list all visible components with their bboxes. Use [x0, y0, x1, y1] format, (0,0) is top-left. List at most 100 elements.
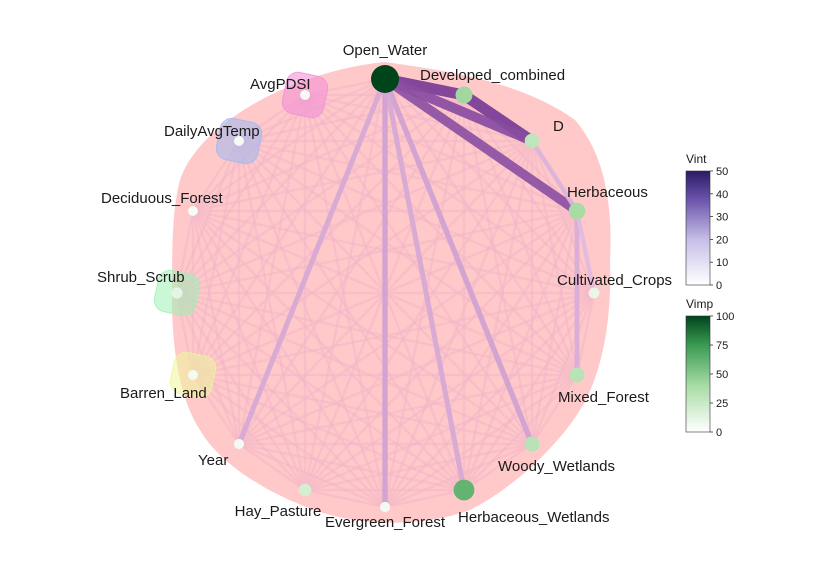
node-mixed-forest	[569, 367, 585, 383]
node-deciduous-forest	[188, 206, 198, 216]
background-edge	[304, 442, 533, 492]
legend-tick-label: 100	[716, 311, 734, 323]
background-edge	[237, 94, 466, 445]
edge-open-water-woody-wetlands	[382, 77, 535, 446]
background-edge	[303, 140, 534, 491]
node-avgpdsi	[300, 90, 310, 100]
legend-colorbar-vint	[685, 170, 711, 286]
node-label-mixed-forest: Mixed_Forest	[558, 389, 650, 406]
legend-tick-label: 0	[716, 280, 722, 292]
node-label-dailyavgtemp: DailyAvgTemp	[164, 123, 260, 140]
legend-tick-label: 40	[716, 189, 728, 201]
node-shrub-scrub	[171, 287, 183, 299]
background-edge	[191, 210, 307, 491]
edge-d-herbaceous	[530, 139, 579, 213]
background-edge	[303, 94, 387, 508]
background-edge	[176, 291, 465, 492]
background-edge	[192, 373, 386, 509]
node-label-woody-wetlands: Woody_Wetlands	[498, 458, 615, 475]
background-edge	[237, 140, 307, 491]
background-edge	[191, 210, 387, 508]
node-label-d: D	[553, 118, 564, 135]
legend-tick-label: 25	[716, 398, 728, 410]
nodes	[171, 65, 600, 513]
node-herbaceous-wetlands	[453, 479, 475, 501]
background-edge	[237, 140, 466, 491]
background-edge	[238, 442, 306, 492]
background-edge	[175, 140, 241, 294]
node-cultivated-crops	[588, 287, 600, 299]
background-edge	[192, 139, 533, 377]
background-edge	[238, 139, 595, 295]
node-label-barren-land: Barren_Land	[120, 385, 207, 402]
node-developed-combined	[455, 86, 473, 104]
background-edge	[176, 209, 578, 295]
legend-tick-label: 50	[716, 166, 728, 178]
background-edge	[303, 94, 534, 445]
node-label-evergreen-forest: Evergreen_Forest	[325, 514, 446, 531]
background-edge	[304, 93, 533, 143]
legend-tick-label: 75	[716, 340, 728, 352]
background-edge	[192, 374, 306, 491]
background-edge	[238, 139, 578, 377]
node-hay-pasture	[298, 483, 312, 497]
node-label-developed-combined: Developed_combined	[420, 67, 565, 84]
background-edge	[384, 488, 465, 509]
background-edge	[176, 291, 578, 377]
node-label-deciduous-forest: Deciduous_Forest	[101, 190, 224, 207]
node-woody-wetlands	[524, 436, 540, 452]
edge-open-water-herbaceous	[382, 75, 580, 215]
background-edge	[383, 94, 466, 508]
legend-tick-label: 20	[716, 234, 728, 246]
background-edge	[192, 209, 533, 446]
background-edge	[303, 78, 387, 491]
background-edge	[191, 140, 241, 376]
legend-title-vimp: Vimp	[686, 297, 713, 311]
background-edge	[238, 442, 465, 492]
edge-herbaceous-cultivated-crops	[574, 210, 597, 294]
node-dailyavgtemp	[234, 136, 244, 146]
node-labels: Open_Water Developed_combined D Herbaceous C…	[97, 42, 672, 531]
background-edge	[530, 210, 579, 445]
background-edge	[463, 442, 533, 492]
node-label-cultivated-crops: Cultivated_Crops	[557, 272, 672, 289]
legend-tick-label: 50	[716, 369, 728, 381]
node-label-shrub-scrub: Shrub_Scrub	[97, 269, 185, 286]
background-edge	[304, 93, 578, 213]
background-edge	[175, 292, 307, 491]
node-label-avgpdsi: AvgPDSI	[250, 76, 311, 93]
node-herbaceous	[568, 202, 586, 220]
edge-open-water-herbaceous-wetlands	[382, 78, 467, 491]
legend-tick-label: 10	[716, 257, 728, 269]
background-edge	[304, 93, 595, 295]
node-label-herbaceous: Herbaceous	[567, 184, 648, 201]
node-open-water	[371, 65, 399, 93]
background-edge	[462, 292, 596, 491]
edge-open-water-d	[383, 74, 534, 146]
legend-colorbar-vimp	[685, 315, 711, 433]
background-edge	[530, 374, 579, 445]
background-edge	[191, 210, 241, 445]
background-edge	[462, 94, 596, 294]
node-label-year: Year	[198, 452, 228, 469]
node-d	[524, 133, 540, 149]
background-edge	[175, 94, 307, 294]
legend-title-vint: Vint	[686, 152, 707, 166]
node-label-herbaceous-wetlands: Herbaceous_Wetlands	[458, 509, 609, 526]
background-edge	[238, 209, 578, 446]
background-edge	[304, 94, 578, 376]
legend-tick-label: 30	[716, 212, 728, 224]
node-evergreen-forest	[379, 501, 391, 513]
background-edge	[192, 77, 386, 213]
background-edge	[192, 291, 595, 377]
node-label-hay-pasture: Hay_Pasture	[235, 503, 322, 520]
node-barren-land	[188, 370, 198, 380]
background-edge	[384, 373, 578, 509]
background-edge	[238, 442, 386, 509]
legend-tick-label: 0	[716, 427, 722, 439]
background-edge	[575, 292, 596, 376]
edge-open-water-year	[236, 78, 388, 445]
node-label-open-water: Open_Water	[343, 42, 428, 59]
